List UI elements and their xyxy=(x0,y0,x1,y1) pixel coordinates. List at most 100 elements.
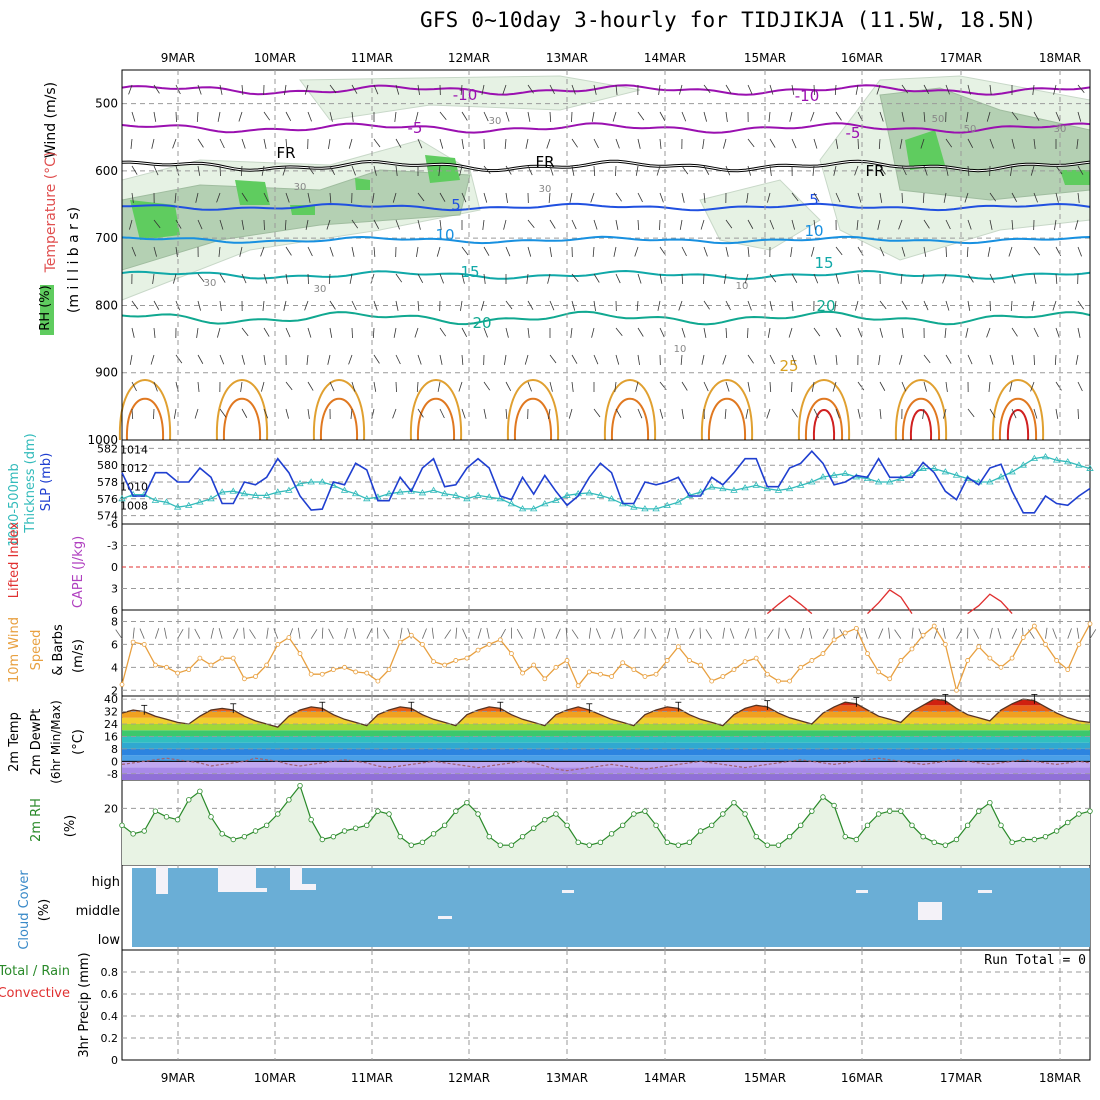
wind-barb xyxy=(898,219,903,230)
wind-barb xyxy=(1052,300,1057,311)
contour-line-25 xyxy=(409,379,463,441)
wind-speed-point xyxy=(141,642,147,647)
rh-point xyxy=(964,822,971,829)
precip-tick: 0.2 xyxy=(101,1032,119,1045)
rh-line xyxy=(121,784,1091,846)
wind-barb xyxy=(989,300,991,312)
wind-speed-point xyxy=(887,676,893,682)
wind-barb xyxy=(395,84,400,95)
thickness-point xyxy=(752,481,760,488)
temp-tick: 8 xyxy=(111,743,118,756)
wind-barb xyxy=(461,408,466,419)
temp-band xyxy=(122,773,1090,780)
thickness-point xyxy=(251,491,260,498)
wind-barb xyxy=(769,300,773,311)
surface-wind-barb xyxy=(997,627,1002,639)
wind-barb xyxy=(417,84,420,95)
contour-line-35 xyxy=(1006,409,1030,441)
li-tick: 6 xyxy=(111,604,118,617)
wind-barb xyxy=(656,165,661,176)
wind-barb xyxy=(769,273,777,283)
contour-line-30 xyxy=(416,397,456,441)
wind-barb xyxy=(504,354,507,365)
temp-band xyxy=(122,736,1090,743)
wind-barb xyxy=(1033,408,1038,419)
rh-point xyxy=(809,808,815,814)
thickness-point xyxy=(474,491,482,498)
contour-label: 20 xyxy=(816,297,835,315)
date-label-top: 17MAR xyxy=(940,51,982,65)
thickness-point xyxy=(986,478,994,485)
cloud-gap xyxy=(156,866,168,894)
wind-barb xyxy=(1010,165,1013,176)
wind-barb xyxy=(241,219,245,230)
wind-barb xyxy=(923,354,931,364)
wind-barb xyxy=(131,111,136,122)
wind-barb xyxy=(439,354,443,365)
thickness-point xyxy=(819,473,827,480)
wind-barb xyxy=(1055,327,1060,338)
wind-barb xyxy=(505,192,508,203)
wind-barb xyxy=(680,354,683,365)
wind-barb xyxy=(196,111,199,123)
wind-barb xyxy=(943,408,947,419)
wind-barb xyxy=(131,246,137,257)
contour-line-25 xyxy=(700,379,754,441)
rh-point xyxy=(186,797,192,803)
wind-barb xyxy=(329,165,336,176)
wind-barb xyxy=(307,327,312,338)
contour-label: 5 xyxy=(451,196,461,214)
wind-barb xyxy=(1031,300,1035,311)
wind-speed-point xyxy=(809,658,815,663)
surface-wind-barb xyxy=(383,629,390,639)
rh-point xyxy=(1076,811,1082,817)
wind-barb xyxy=(241,192,248,202)
wind-barb xyxy=(1011,138,1015,149)
wind-barb xyxy=(967,84,971,95)
wind-tick: 4 xyxy=(111,661,118,674)
wind-barb xyxy=(744,273,749,284)
contour-line-30 xyxy=(901,397,941,441)
wind-barb xyxy=(922,192,925,204)
wind-barb xyxy=(879,165,886,175)
rh-point xyxy=(597,839,604,846)
surface-wind-barb xyxy=(555,628,561,639)
wind-barb xyxy=(263,273,268,284)
wind-barb xyxy=(967,219,972,230)
wind-speed-point xyxy=(831,637,837,643)
wind-tick: 6 xyxy=(111,638,118,651)
wind-barb xyxy=(241,408,248,418)
wind-barb xyxy=(571,381,574,392)
rh-fill xyxy=(425,155,460,183)
wind-barb xyxy=(326,219,331,230)
rh-point xyxy=(786,833,793,840)
wind-barb xyxy=(304,300,309,311)
wind-barb xyxy=(328,138,331,149)
wind-barb xyxy=(153,246,157,257)
wind-barb xyxy=(282,165,287,176)
rh-point xyxy=(152,808,159,814)
wind-barb xyxy=(791,138,797,149)
contour-line-20 xyxy=(121,310,1091,326)
wind-speed-point xyxy=(152,662,158,668)
wind-tick: 2 xyxy=(111,684,118,697)
surface-wind-barb xyxy=(800,627,805,639)
wind-barb xyxy=(373,381,377,392)
wind-barb xyxy=(857,138,859,150)
rh-point xyxy=(998,822,1004,829)
wind-barb xyxy=(307,408,310,419)
pressure-tick: 600 xyxy=(95,164,118,178)
rh-point xyxy=(709,822,715,829)
rh-point xyxy=(875,811,882,817)
rh-point xyxy=(308,816,314,823)
precip-tick: 0.8 xyxy=(101,966,119,979)
rh-area xyxy=(122,785,1090,865)
wind-speed-point xyxy=(1020,635,1026,640)
wind-barb xyxy=(923,111,926,122)
rh-point xyxy=(230,836,236,843)
date-label-bottom: 18MAR xyxy=(1039,1071,1081,1085)
rh-point xyxy=(642,808,648,814)
rh-point xyxy=(619,822,626,829)
wind-barb xyxy=(615,408,622,418)
rh-point xyxy=(330,833,337,840)
